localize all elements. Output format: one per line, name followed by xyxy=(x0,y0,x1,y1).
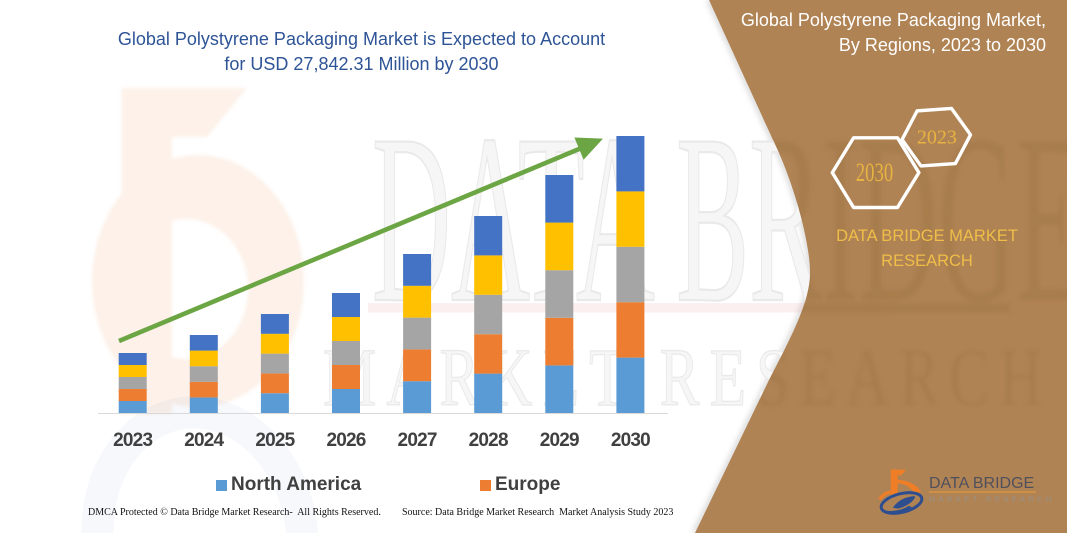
svg-text:2030: 2030 xyxy=(856,158,893,187)
svg-text:DATA BRIDGE: DATA BRIDGE xyxy=(929,475,1034,492)
svg-text:MARKET RESEARCH: MARKET RESEARCH xyxy=(929,495,1055,504)
svg-text:DATA BRIDGE: DATA BRIDGE xyxy=(372,85,1067,353)
svg-text:2023: 2023 xyxy=(917,126,957,148)
